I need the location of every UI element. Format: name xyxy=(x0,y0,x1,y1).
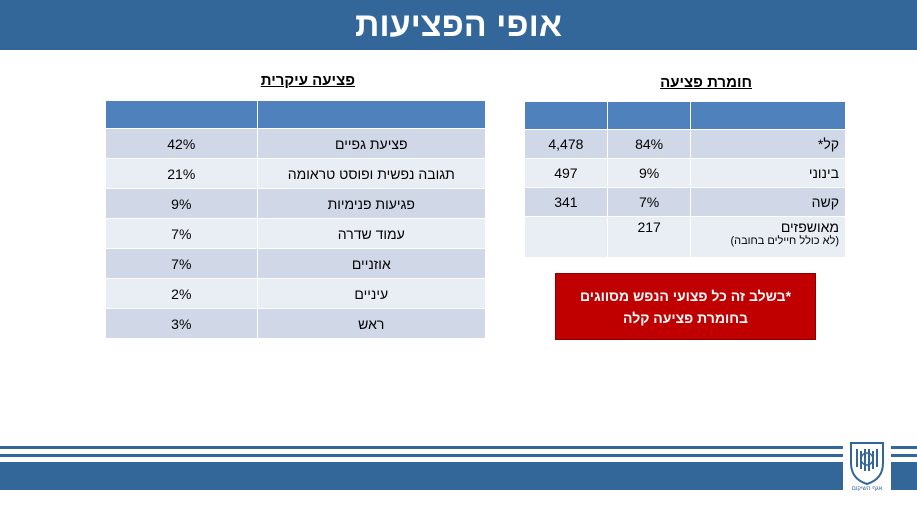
injury-label: אוזניים xyxy=(256,248,487,279)
main-injury-heading: פציעה עיקרית xyxy=(260,72,355,89)
injury-label: עמוד שדרה xyxy=(256,218,487,249)
footer-band xyxy=(0,462,917,490)
injury-value: 7% xyxy=(105,218,258,249)
table-header-row xyxy=(524,101,846,130)
table-row: עמוד שדרה 7% xyxy=(105,218,487,249)
table-row: עיניים 2% xyxy=(105,278,487,309)
injury-label: פגיעות פנימיות xyxy=(256,188,487,219)
injury-label: תגובה נפשית ופוסט טראומה xyxy=(256,158,487,189)
title-bar: אופי הפציעות xyxy=(0,0,917,50)
table-row: קשה 7% 341 xyxy=(524,187,846,217)
logo: אגף השיקום xyxy=(843,437,891,497)
injury-label: עיניים xyxy=(256,278,487,309)
severity-count: 4,478 xyxy=(524,129,608,159)
table-row: תגובה נפשית ופוסט טראומה 21% xyxy=(105,158,487,189)
severity-count: 497 xyxy=(524,158,608,188)
severity-label: קשה xyxy=(690,187,846,217)
page-title: אופי הפציעות xyxy=(354,5,563,44)
table-row: ראש 3% xyxy=(105,308,487,339)
table-row: פציעת גפיים 42% xyxy=(105,128,487,159)
hospitalized-note: (לא כולל חיילים בחובה) xyxy=(730,235,839,247)
hospitalized-value: 217 xyxy=(606,216,692,258)
emblem-icon xyxy=(850,442,884,485)
injury-label: פציעת גפיים xyxy=(256,128,487,159)
injury-value: 7% xyxy=(105,248,258,279)
table-header-cell xyxy=(690,101,846,130)
table-header-cell xyxy=(105,100,258,129)
injury-value: 3% xyxy=(105,308,258,339)
severity-label: בינוני xyxy=(690,158,846,188)
severity-percent: 84% xyxy=(606,129,692,159)
severity-heading: חומרת פציעה xyxy=(660,74,752,91)
table-row: קל* 84% 4,478 xyxy=(524,129,846,159)
severity-table: קל* 84% 4,478 בינוני 9% 497 קשה 7% 341 מ… xyxy=(524,101,846,258)
note-line-1: *בשלב זה כל פצועי הנפש מסווגים xyxy=(579,287,792,304)
severity-count: 341 xyxy=(524,187,608,217)
table-header-cell xyxy=(256,100,487,129)
table-row: אוזניים 7% xyxy=(105,248,487,279)
severity-percent: 7% xyxy=(606,187,692,217)
empty-cell xyxy=(524,216,608,258)
footer-stripe xyxy=(0,446,917,449)
note-line-2: בחומרת פציעה קלה xyxy=(623,309,748,326)
hospitalized-cell: מאושפזים (לא כולל חיילים בחובה) xyxy=(690,216,846,258)
table-header-cell xyxy=(606,101,692,130)
main-injury-table: פציעת גפיים 42% תגובה נפשית ופוסט טראומה… xyxy=(105,100,487,339)
table-header-row xyxy=(105,100,487,129)
table-row: פגיעות פנימיות 9% xyxy=(105,188,487,219)
table-header-cell xyxy=(524,101,608,130)
severity-percent: 9% xyxy=(606,158,692,188)
classification-note: *בשלב זה כל פצועי הנפש מסווגים בחומרת פצ… xyxy=(555,273,816,340)
injury-value: 42% xyxy=(105,128,258,159)
hospitalized-label: מאושפזים xyxy=(780,219,839,235)
table-row: מאושפזים (לא כולל חיילים בחובה) 217 xyxy=(524,216,846,258)
footer-stripe xyxy=(0,454,917,457)
severity-label: קל* xyxy=(690,129,846,159)
injury-value: 2% xyxy=(105,278,258,309)
injury-value: 21% xyxy=(105,158,258,189)
injury-label: ראש xyxy=(256,308,487,339)
injury-value: 9% xyxy=(105,188,258,219)
table-row: בינוני 9% 497 xyxy=(524,158,846,188)
logo-caption: אגף השיקום xyxy=(851,486,883,492)
